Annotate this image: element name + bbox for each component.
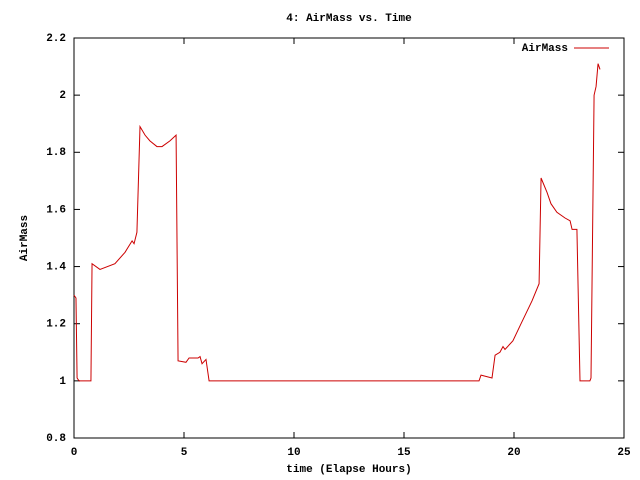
y-tick-label: 1.2 [46,319,66,331]
x-tick-label: 0 [71,447,78,459]
y-tick-label: 2 [59,90,66,102]
x-axis-label: time (Elapse Hours) [286,464,411,476]
y-tick-label: 1.6 [46,204,66,216]
chart-title: 4: AirMass vs. Time [286,13,412,25]
x-tick-label: 20 [507,447,520,459]
plot-frame [73,37,625,439]
y-axis-label: AirMass [19,215,31,261]
y-tick-label: 2.2 [46,33,66,45]
y-tick-label: 0.8 [46,433,66,445]
data-line [73,63,601,382]
legend-label: AirMass [522,43,568,55]
y-tick-label: 1 [59,376,66,388]
x-tick-label: 10 [287,447,300,459]
x-tick-label: 25 [617,447,631,459]
x-tick-label: 5 [181,447,188,459]
x-tick-label: 15 [397,447,411,459]
y-tick-label: 1.4 [46,261,66,273]
y-tick-label: 1.8 [46,147,66,159]
